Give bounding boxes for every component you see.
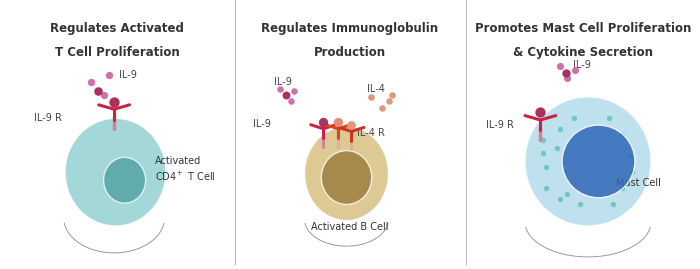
- Text: Mast Cell: Mast Cell: [616, 178, 661, 188]
- Text: IL-4 R: IL-4 R: [357, 128, 385, 138]
- Ellipse shape: [321, 151, 372, 204]
- Text: IL-9 R: IL-9 R: [486, 120, 514, 130]
- Point: [98, 93, 109, 98]
- Text: Production: Production: [314, 46, 386, 59]
- Point: [383, 99, 394, 103]
- Point: [616, 132, 627, 137]
- Point: [561, 76, 573, 80]
- Ellipse shape: [304, 126, 389, 221]
- Point: [376, 105, 387, 110]
- Point: [554, 127, 566, 131]
- Text: IL-4: IL-4: [367, 84, 385, 94]
- Text: IL-9: IL-9: [253, 119, 272, 129]
- Point: [537, 151, 548, 155]
- Point: [568, 116, 580, 121]
- Ellipse shape: [104, 157, 146, 203]
- Point: [570, 68, 581, 72]
- Point: [92, 89, 104, 94]
- Point: [365, 95, 377, 99]
- Point: [332, 120, 344, 124]
- Text: Activated
CD4$^+$ T Cell: Activated CD4$^+$ T Cell: [155, 156, 216, 183]
- Point: [560, 71, 571, 75]
- Text: IL-9: IL-9: [119, 70, 137, 80]
- Point: [554, 64, 566, 68]
- Point: [318, 120, 329, 124]
- Ellipse shape: [65, 118, 166, 226]
- Text: Regulates Immunoglobulin: Regulates Immunoglobulin: [261, 22, 439, 34]
- Text: Regulates Activated: Regulates Activated: [50, 22, 184, 34]
- Point: [540, 165, 552, 169]
- Point: [274, 87, 286, 91]
- Text: IL-9: IL-9: [274, 77, 293, 87]
- Point: [561, 192, 573, 196]
- Point: [608, 202, 619, 207]
- Ellipse shape: [562, 125, 635, 198]
- Point: [285, 99, 296, 103]
- Point: [540, 186, 552, 190]
- Point: [537, 138, 548, 142]
- Point: [288, 89, 300, 94]
- Text: Activated B Cell: Activated B Cell: [312, 222, 388, 232]
- Point: [616, 186, 627, 190]
- Point: [346, 122, 357, 127]
- Text: IL-9: IL-9: [573, 59, 591, 70]
- Point: [551, 146, 562, 150]
- Point: [554, 197, 566, 201]
- Text: T Cell Proliferation: T Cell Proliferation: [55, 46, 179, 59]
- Point: [103, 73, 114, 77]
- Point: [85, 80, 97, 84]
- Point: [108, 100, 120, 104]
- Point: [280, 93, 291, 98]
- Point: [603, 116, 615, 121]
- Point: [574, 202, 585, 207]
- Point: [535, 110, 546, 115]
- Text: & Cytokine Secretion: & Cytokine Secretion: [513, 46, 653, 59]
- Point: [626, 170, 638, 174]
- Text: IL-9 R: IL-9 R: [34, 113, 62, 123]
- Point: [386, 93, 398, 97]
- Ellipse shape: [525, 97, 651, 226]
- Point: [624, 154, 636, 158]
- Text: Promotes Mast Cell Proliferation: Promotes Mast Cell Proliferation: [475, 22, 692, 34]
